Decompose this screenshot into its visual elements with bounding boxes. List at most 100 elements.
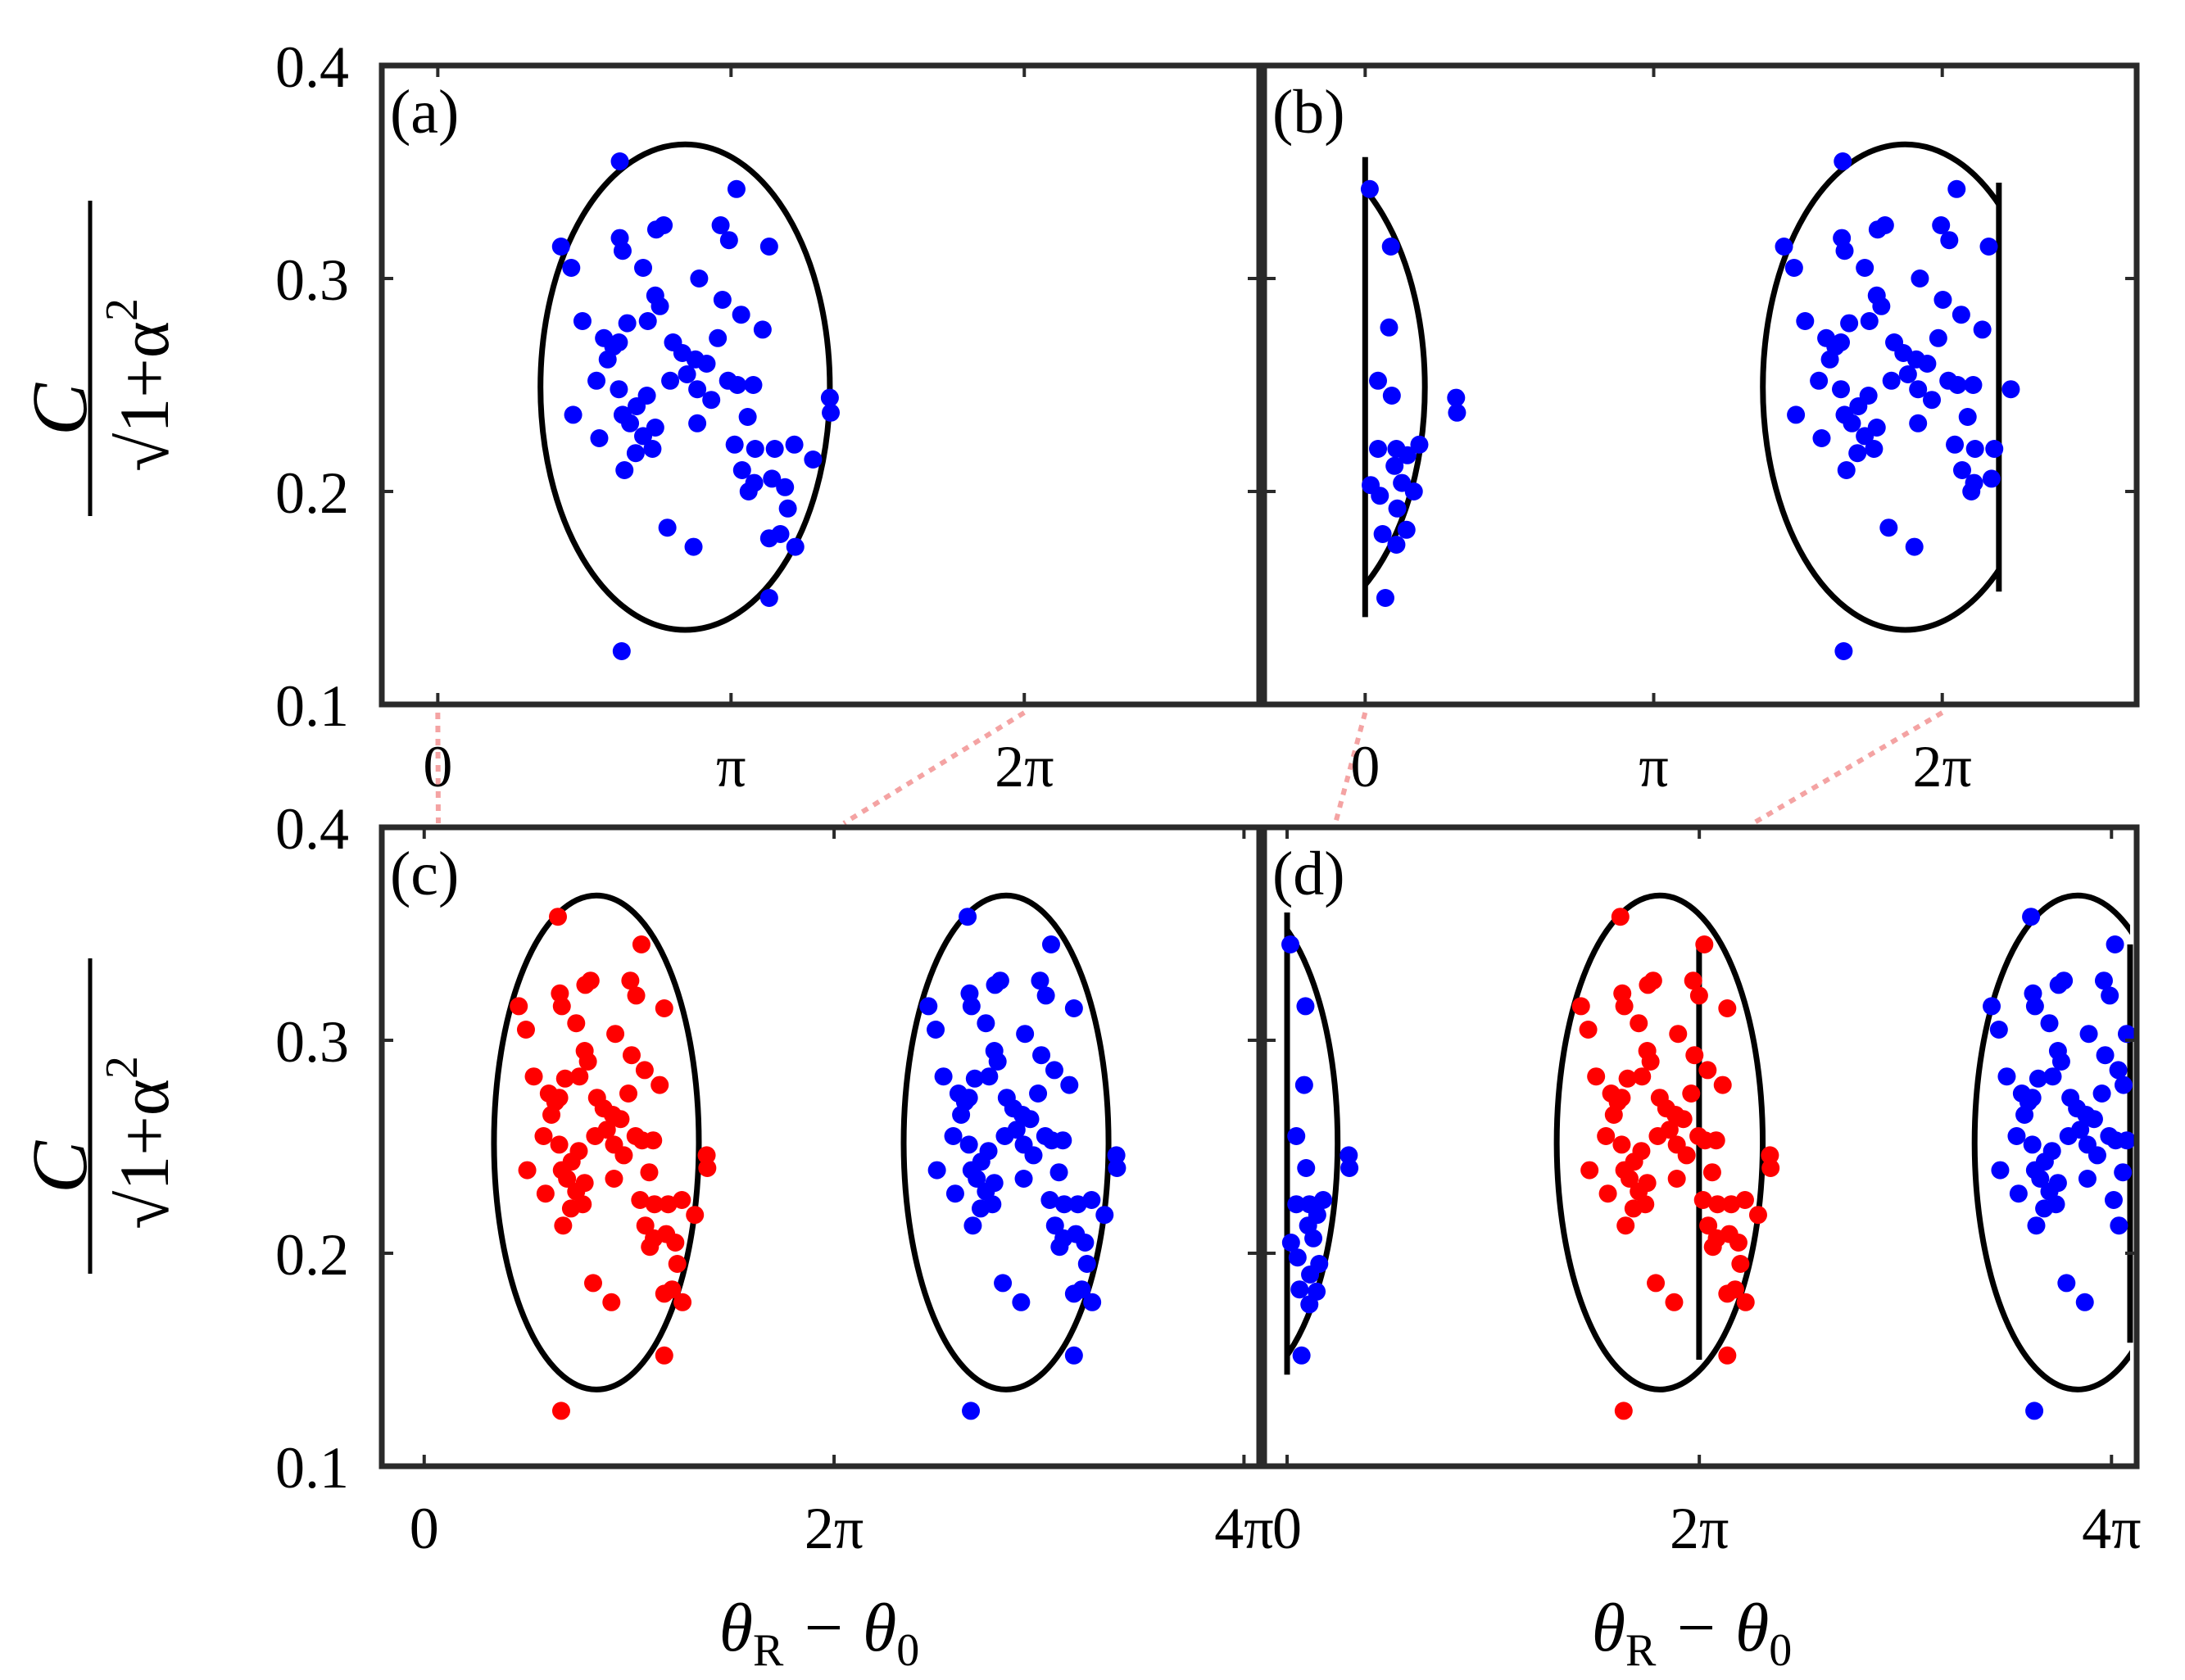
y-label-denominator: √1+α2: [97, 1056, 184, 1229]
data-point-blue: [1296, 997, 1315, 1016]
x-tick-label: 4π: [2082, 1496, 2141, 1561]
data-point-red: [578, 1053, 597, 1071]
data-point-blue: [638, 312, 657, 330]
data-point-blue: [2042, 1142, 2061, 1161]
data-point-red: [627, 986, 646, 1005]
data-point-red: [622, 1046, 641, 1065]
data-point-red: [1722, 1195, 1741, 1214]
data-point-blue: [1308, 1206, 1326, 1225]
data-point-blue: [661, 371, 680, 390]
data-point-red: [645, 1195, 664, 1214]
data-point-red: [573, 1195, 592, 1214]
data-point-blue: [2055, 971, 2074, 990]
data-point-blue: [927, 1161, 946, 1180]
data-point-red: [1735, 1191, 1754, 1209]
data-point-blue: [711, 216, 730, 234]
data-point-blue: [945, 1184, 964, 1203]
data-point-blue: [959, 1089, 978, 1107]
data-point-blue: [785, 435, 804, 454]
y-tick-label: 0.3: [275, 247, 349, 313]
data-point-blue: [2029, 1069, 2047, 1088]
data-point-blue: [820, 388, 839, 407]
data-point-blue: [1810, 371, 1829, 390]
data-point-blue: [590, 429, 609, 447]
data-point-blue: [1834, 152, 1852, 170]
data-point-blue: [1012, 1293, 1031, 1311]
data-point-blue: [983, 1195, 1002, 1214]
data-point-blue: [965, 1069, 984, 1088]
data-point-red: [640, 1163, 659, 1182]
data-point-red: [1748, 1206, 1767, 1225]
data-point-blue: [1301, 1266, 1320, 1284]
data-point-blue: [1447, 388, 1466, 407]
data-point-blue: [587, 371, 606, 390]
data-point-blue: [1933, 291, 1952, 309]
data-point-red: [1587, 1067, 1606, 1086]
data-point-red: [663, 1280, 682, 1299]
data-point-blue: [1072, 1280, 1091, 1299]
data-point-blue: [2023, 1089, 2042, 1107]
data-point-blue: [2079, 1025, 2098, 1044]
data-point-blue: [1077, 1255, 1096, 1273]
data-point-blue: [573, 312, 592, 330]
panel-label: (a): [390, 78, 459, 147]
data-point-blue: [1007, 1121, 1026, 1139]
data-point-blue: [2117, 1131, 2136, 1150]
data-point-red: [510, 997, 528, 1016]
data-point-red: [1621, 1170, 1639, 1188]
data-point-blue: [1281, 1234, 1300, 1252]
data-point-blue: [927, 1021, 945, 1039]
data-point-red: [614, 1146, 633, 1165]
data-point-red: [1684, 971, 1702, 990]
data-point-blue: [697, 355, 716, 373]
data-point-red: [583, 1274, 602, 1293]
data-point-blue: [1014, 1170, 1033, 1188]
data-point-blue: [1076, 1234, 1095, 1252]
panel-a: 0 π 2π 0.1 0.2 0.3 0.4 (a): [275, 34, 1262, 799]
data-point-blue: [2092, 1085, 2111, 1103]
data-point-blue: [551, 238, 570, 256]
data-point-blue: [658, 518, 677, 537]
data-point-blue: [744, 376, 763, 394]
data-point-red: [1695, 935, 1714, 953]
data-point-blue: [1898, 365, 1917, 383]
data-point-blue: [690, 269, 709, 288]
data-point-red: [668, 1255, 687, 1273]
y-label-denominator: √1+α2: [97, 298, 184, 472]
data-point-red: [686, 1206, 705, 1225]
data-point-blue: [1952, 306, 1970, 324]
data-point-blue: [1387, 536, 1406, 554]
data-point-blue: [2043, 1067, 2062, 1086]
data-point-blue: [728, 376, 747, 394]
data-point-red: [1630, 1014, 1648, 1033]
data-point-blue: [1388, 499, 1407, 518]
data-point-blue: [1095, 1206, 1114, 1225]
series-red: [510, 908, 717, 1420]
ellipse-outline: [1971, 892, 2130, 1392]
x-tick-label: 2π: [1913, 734, 1972, 799]
data-point-blue: [2101, 986, 2119, 1005]
data-point-blue: [1304, 1229, 1323, 1248]
data-point-red: [1677, 1146, 1696, 1165]
data-point-blue: [1965, 473, 1983, 492]
data-point-blue: [1382, 387, 1401, 405]
data-point-red: [1597, 1127, 1616, 1145]
data-point-red: [1761, 1159, 1780, 1177]
x-tick-label: 0: [1272, 1496, 1302, 1561]
series-blue: [1281, 908, 2136, 1420]
data-point-blue: [2114, 1163, 2133, 1182]
data-point-blue: [1812, 429, 1831, 447]
data-point-red: [636, 1216, 655, 1235]
data-point-red: [1638, 1174, 1657, 1193]
data-point-blue: [1911, 269, 1929, 288]
data-point-blue: [1985, 440, 2004, 458]
data-point-red: [534, 1127, 553, 1145]
data-point-blue: [1991, 1161, 2010, 1180]
data-point-red: [697, 1146, 716, 1165]
data-point-red: [524, 1067, 543, 1086]
data-point-blue: [759, 589, 778, 607]
data-point-blue: [1314, 1191, 1333, 1209]
data-point-blue: [2027, 1216, 2046, 1235]
data-point-blue: [2001, 380, 2020, 399]
